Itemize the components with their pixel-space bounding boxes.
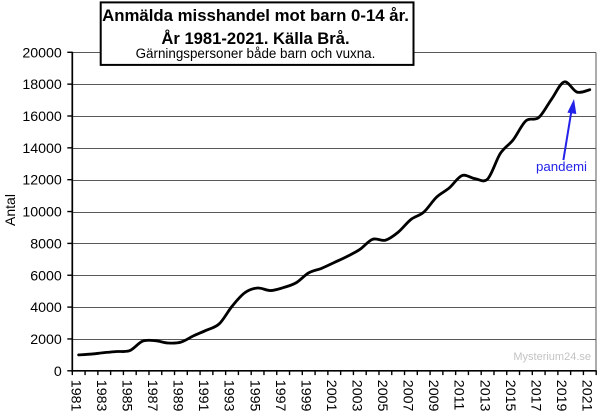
svg-text:16000: 16000 [22,109,62,125]
svg-text:Anmälda misshandel mot barn 0-: Anmälda misshandel mot barn 0-14 år. [102,6,409,25]
svg-text:1999: 1999 [297,380,313,412]
svg-text:18000: 18000 [22,77,62,93]
svg-text:20000: 20000 [22,45,62,61]
svg-text:1987: 1987 [144,380,160,412]
svg-text:2021: 2021 [579,380,595,412]
svg-text:8000: 8000 [30,236,62,252]
svg-text:1981: 1981 [67,380,83,412]
svg-text:4000: 4000 [30,300,62,316]
svg-text:1983: 1983 [93,380,109,412]
svg-text:12000: 12000 [22,173,62,189]
svg-text:2013: 2013 [476,380,492,412]
svg-text:År 1981-2021. Källa Brå.: År 1981-2021. Källa Brå. [161,29,349,48]
svg-text:1991: 1991 [195,380,211,412]
svg-text:2001: 2001 [323,380,339,412]
svg-text:2000: 2000 [30,332,62,348]
svg-text:1989: 1989 [170,380,186,412]
svg-text:1993: 1993 [221,380,237,412]
svg-text:2015: 2015 [502,380,518,412]
svg-text:2003: 2003 [349,380,365,412]
svg-text:1985: 1985 [119,380,135,412]
svg-text:Gärningspersoner både barn och: Gärningspersoner både barn och vuxna. [136,46,376,61]
svg-text:Antal: Antal [2,194,18,226]
svg-text:2019: 2019 [553,380,569,412]
svg-text:2005: 2005 [374,380,390,412]
svg-text:1995: 1995 [246,380,262,412]
svg-text:2017: 2017 [527,380,543,412]
svg-text:2011: 2011 [451,380,467,411]
svg-text:10000: 10000 [22,205,62,221]
svg-text:2009: 2009 [425,380,441,412]
svg-text:1997: 1997 [272,380,288,412]
svg-text:pandemi: pandemi [536,159,587,174]
svg-text:0: 0 [54,364,62,380]
svg-text:Mysterium24.se: Mysterium24.se [513,351,591,363]
svg-text:6000: 6000 [30,268,62,284]
svg-text:14000: 14000 [22,141,62,157]
svg-text:2007: 2007 [400,380,416,412]
